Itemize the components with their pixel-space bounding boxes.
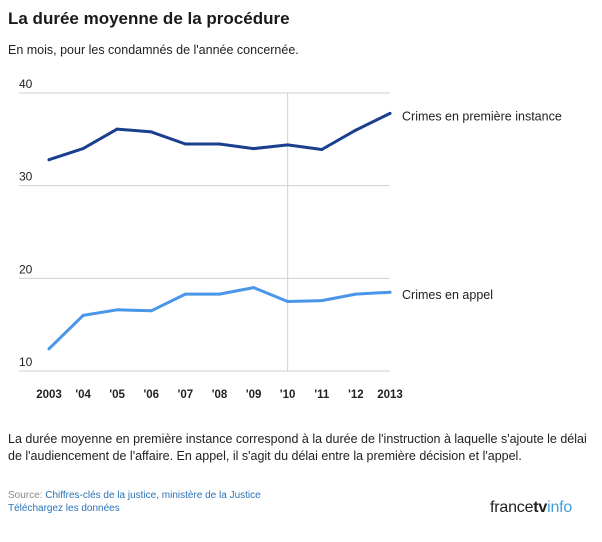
- series-1-point-1: [81, 313, 85, 317]
- source-prefix: Source:: [8, 490, 46, 501]
- series-0-point-4: [183, 142, 187, 146]
- x-tick-label-8: '11: [314, 389, 329, 401]
- series-0-point-2: [115, 127, 119, 131]
- source-link[interactable]: Chiffres-clés de la justice, ministère d…: [45, 490, 261, 501]
- series-1-point-5: [218, 292, 221, 296]
- y-tick-label-10: 10: [19, 355, 33, 369]
- series-0-point-0: [47, 158, 51, 162]
- series-0-point-6: [252, 147, 256, 151]
- source-block: Source: Chiffres-clés de la justice, min…: [8, 489, 261, 515]
- series-1-point-10: [388, 290, 392, 294]
- download-data-link[interactable]: Téléchargez les données: [8, 503, 120, 514]
- logo-part-info: info: [547, 499, 573, 516]
- series-0-point-3: [149, 130, 153, 134]
- series-1-point-6: [252, 286, 256, 290]
- series-0-point-1: [81, 147, 85, 151]
- y-tick-label-20: 20: [19, 262, 33, 276]
- logo-part-tv: tv: [533, 499, 548, 516]
- y-tick-label-30: 30: [19, 170, 33, 184]
- series-line-1: [47, 286, 392, 351]
- series-label-1: Crimes en appel: [402, 288, 493, 302]
- x-tick-label-3: '06: [144, 389, 160, 401]
- chart-note: La durée moyenne en première instance co…: [8, 432, 587, 463]
- francetvinfo-logo[interactable]: francetvinfo: [490, 499, 572, 517]
- line-chart: 10 20 30 40 2003 '04 '05 '06 '07 '08 '09 '10 '11 '12 2…: [19, 77, 562, 401]
- series-1-point-4: [183, 292, 187, 296]
- series-1-point-2: [115, 308, 119, 312]
- x-tick-label-4: '07: [178, 389, 194, 401]
- series-label-0: Crimes en première instance: [402, 109, 562, 123]
- series-1-point-8: [320, 299, 324, 303]
- series-1-point-7: [286, 300, 290, 303]
- x-tick-label-7: '10: [280, 389, 296, 401]
- series-0-point-5: [218, 142, 221, 146]
- x-tick-label-5: '08: [212, 389, 228, 401]
- series-1-point-9: [354, 292, 358, 296]
- logo-part-france: france: [490, 499, 534, 516]
- series-0-point-8: [320, 148, 324, 152]
- x-tick-label-1: '04: [75, 389, 91, 401]
- y-tick-label-40: 40: [19, 77, 33, 91]
- series-0-point-10: [388, 111, 392, 115]
- chart-title: La durée moyenne de la procédure: [8, 9, 290, 28]
- series-1-point-0: [47, 347, 51, 351]
- x-tick-label-9: '12: [348, 389, 364, 401]
- x-tick-label-6: '09: [246, 389, 262, 401]
- series-1-point-3: [149, 309, 153, 313]
- x-tick-label-10: 2013: [377, 389, 403, 401]
- x-tick-label-0: 2003: [36, 389, 62, 401]
- series-0-point-9: [354, 128, 358, 132]
- series-line-0: [47, 111, 392, 162]
- series-0-point-7: [286, 143, 290, 147]
- chart-subtitle: En mois, pour les condamnés de l'année c…: [8, 43, 299, 57]
- x-tick-label-2: '05: [109, 389, 125, 401]
